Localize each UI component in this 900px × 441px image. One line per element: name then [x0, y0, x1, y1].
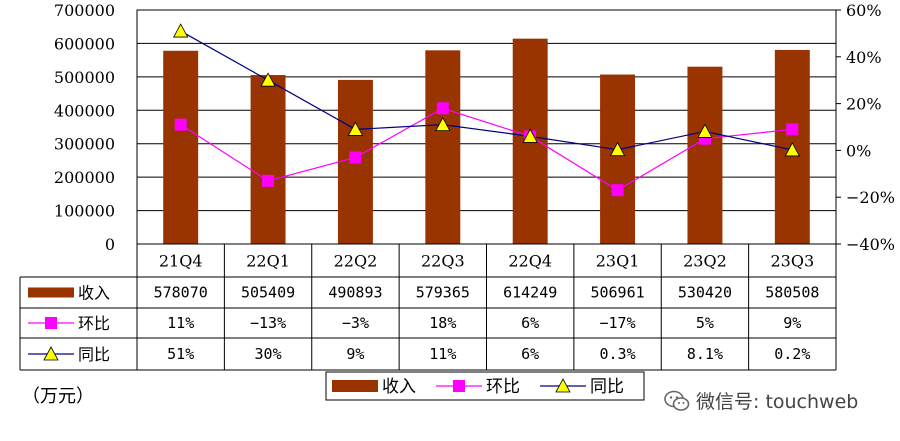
legend-label: 环比 — [486, 377, 520, 397]
y-right-tick-label: 40% — [846, 48, 882, 67]
x-category-label: 23Q1 — [596, 252, 640, 271]
x-category-label: 21Q4 — [159, 252, 203, 271]
marker-point — [609, 141, 626, 157]
wechat-icon — [664, 390, 690, 411]
marker-point — [435, 116, 451, 132]
y-right-tick-label: −40% — [846, 235, 895, 254]
x-category-label: 23Q2 — [683, 252, 727, 271]
unit-label: （万元） — [22, 386, 94, 407]
marker-point — [522, 128, 538, 143]
y-left-tick-label: 600000 — [54, 34, 115, 53]
row-key-marker — [45, 317, 57, 329]
axes: 0 100000 200000 300000 400000 500000 600000 700… — [54, 1, 895, 254]
x-category-label: 23Q3 — [770, 252, 814, 271]
y-left-tick-label: 400000 — [54, 101, 115, 120]
legend-key-bar — [332, 380, 378, 392]
data-label: 530420 — [678, 284, 732, 302]
data-label: 578070 — [154, 284, 208, 302]
data-label: 506961 — [590, 284, 644, 302]
revenue-bar — [163, 50, 199, 244]
y-left-tick-label: 100000 — [54, 202, 115, 221]
data-label: 9% — [783, 314, 801, 332]
row-label: 环比 — [78, 314, 110, 333]
revenue-bar — [425, 50, 461, 245]
data-label: 18% — [429, 314, 456, 332]
plot-frame — [136, 9, 837, 245]
marker-point — [347, 121, 364, 136]
data-label: −13% — [250, 314, 286, 332]
legend-key-marker — [453, 380, 465, 392]
x-category-label: 22Q2 — [334, 252, 378, 271]
marker-point — [786, 123, 799, 136]
data-label: 9% — [346, 345, 364, 363]
revenue-bar — [250, 75, 286, 245]
marker-point — [262, 174, 275, 187]
y-right-tick-label: −20% — [846, 188, 895, 207]
y-left-tick-label: 500000 — [54, 68, 115, 87]
legend-label: 收入 — [382, 377, 416, 397]
data-table: 21Q4 22Q1 22Q2 22Q3 22Q4 23Q1 23Q2 23Q3 收入 578070… — [19, 244, 837, 371]
legend-box — [325, 371, 645, 401]
data-label: 6% — [521, 314, 539, 332]
marker-point — [260, 72, 276, 87]
marker-point — [436, 102, 449, 115]
y-right-tick-label: 0% — [846, 141, 871, 160]
data-label: 11% — [167, 314, 194, 332]
marker-point — [173, 23, 189, 38]
marker-point — [611, 184, 624, 197]
y-left-tick-label: 200000 — [54, 168, 115, 187]
marker-point — [174, 118, 187, 131]
x-category-label: 22Q1 — [246, 252, 290, 271]
line-同比 — [180, 30, 793, 151]
y-left-tick-label: 300000 — [54, 135, 115, 154]
data-label: −17% — [600, 314, 636, 332]
data-label: 11% — [429, 345, 456, 363]
watermark: 微信号: touchweb — [664, 387, 858, 414]
x-category-label: 22Q3 — [421, 252, 465, 271]
row-key-bar — [28, 287, 74, 298]
y-right-tick-label: 20% — [846, 95, 882, 114]
data-label: 614249 — [503, 284, 557, 302]
data-label: 5% — [696, 314, 714, 332]
data-label: 6% — [521, 345, 539, 363]
y-right-tick-label: 60% — [846, 1, 882, 20]
legend-key-marker — [555, 378, 571, 393]
watermark-text: 微信号: touchweb — [696, 391, 859, 413]
revenue-bars — [163, 38, 810, 245]
ratio-lines — [173, 23, 800, 197]
data-label: 8.1% — [687, 345, 723, 363]
marker-point — [697, 123, 713, 138]
revenue-bar — [687, 66, 723, 244]
data-label: 490893 — [328, 284, 382, 302]
data-label: 580508 — [765, 284, 819, 302]
data-label: 0.2% — [774, 345, 810, 363]
legend-label: 同比 — [590, 377, 624, 397]
y-left-tick-label: 0 — [105, 235, 115, 254]
marker-point — [784, 142, 800, 157]
data-label: 51% — [167, 345, 194, 363]
row-key-marker — [43, 346, 59, 361]
row-label: 同比 — [78, 345, 110, 364]
data-label: 0.3% — [600, 345, 636, 363]
data-label: 505409 — [241, 284, 295, 302]
data-label: −3% — [342, 314, 369, 332]
marker-point — [349, 151, 362, 164]
y-left-tick-label: 700000 — [54, 1, 115, 20]
row-label: 收入 — [78, 284, 110, 303]
legend: 收入 环比 同比 — [325, 371, 645, 401]
line-环比 — [180, 107, 793, 191]
gridlines — [137, 9, 836, 212]
data-label: 30% — [255, 345, 282, 363]
data-label: 579365 — [416, 284, 470, 302]
x-category-label: 22Q4 — [508, 252, 552, 271]
revenue-bar — [600, 74, 636, 244]
